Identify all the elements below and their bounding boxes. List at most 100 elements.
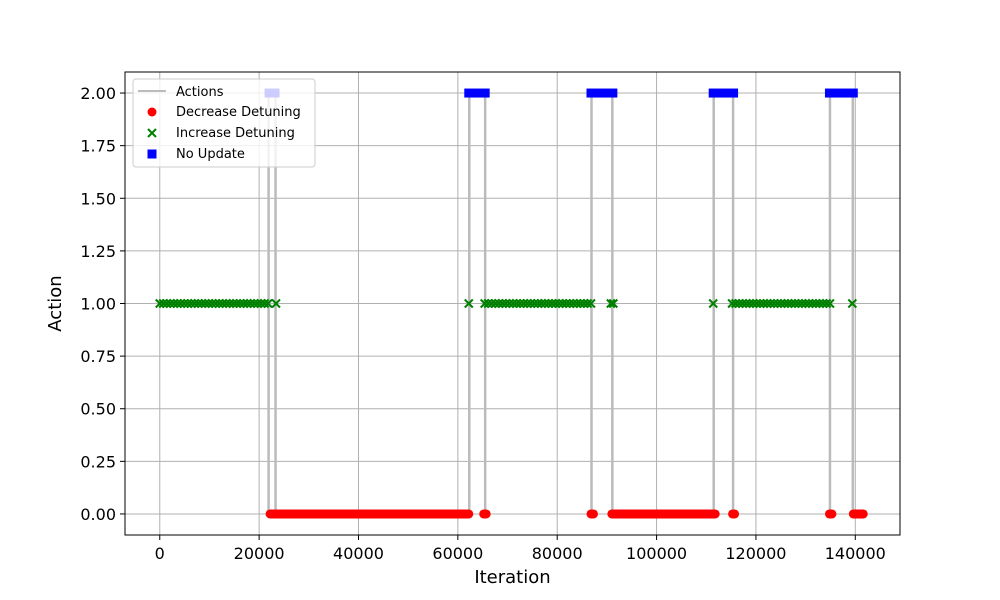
increase-detuning-marker <box>536 298 547 309</box>
increase-detuning-marker <box>479 298 490 309</box>
y-tick-label: 1.75 <box>80 137 116 156</box>
x-tick-label: 40000 <box>333 544 384 563</box>
increase-detuning-marker <box>196 298 207 309</box>
increase-detuning-marker <box>214 298 224 309</box>
marker-run-action-1 <box>606 298 619 309</box>
y-tick-label: 0.50 <box>80 400 116 419</box>
increase-detuning-marker <box>751 298 762 309</box>
increase-detuning-marker <box>242 298 252 309</box>
increase-detuning-marker <box>572 298 582 309</box>
increase-detuning-marker <box>224 298 235 309</box>
marker-run-action-2 <box>586 88 618 98</box>
marker-run-action-1 <box>155 298 273 309</box>
x-tick-label: 20000 <box>234 544 285 563</box>
no-update-run <box>824 88 858 98</box>
increase-detuning-marker <box>734 298 744 309</box>
increase-detuning-marker <box>608 298 619 309</box>
increase-detuning-marker <box>606 298 616 309</box>
data-markers <box>155 88 868 519</box>
increase-detuning-marker <box>554 298 564 309</box>
marker-run-action-1 <box>464 298 474 309</box>
increase-detuning-marker <box>737 298 748 309</box>
increase-detuning-marker <box>155 298 165 309</box>
increase-detuning-marker <box>776 298 786 309</box>
no-update-run <box>464 88 490 98</box>
marker-run-action-1 <box>708 298 718 309</box>
increase-detuning-marker <box>579 298 589 309</box>
increase-detuning-marker <box>200 298 210 309</box>
increase-detuning-marker <box>263 298 273 309</box>
increase-detuning-marker <box>568 298 578 309</box>
marker-run-action-2 <box>464 88 490 98</box>
increase-detuning-marker <box>228 298 238 309</box>
increase-detuning-marker <box>172 298 182 309</box>
increase-detuning-marker <box>203 298 214 309</box>
increase-detuning-marker <box>271 298 281 309</box>
increase-detuning-marker <box>249 298 259 309</box>
increase-detuning-marker <box>814 298 825 309</box>
increase-detuning-marker <box>797 298 807 309</box>
increase-detuning-marker <box>800 298 811 309</box>
increase-detuning-marker <box>483 298 493 309</box>
x-tick-label: 80000 <box>532 544 583 563</box>
legend-label-decrease: Decrease Detuning <box>176 105 301 120</box>
increase-detuning-marker <box>179 298 189 309</box>
increase-detuning-marker <box>533 298 543 309</box>
y-tick-label: 1.50 <box>80 189 116 208</box>
increase-detuning-marker <box>487 298 497 309</box>
y-tick-label: 1.25 <box>80 242 116 261</box>
increase-detuning-marker <box>186 298 196 309</box>
increase-detuning-marker <box>238 298 249 309</box>
increase-detuning-marker <box>210 298 221 309</box>
increase-detuning-marker <box>497 298 508 309</box>
increase-detuning-marker <box>550 298 561 309</box>
increase-detuning-marker <box>176 298 186 309</box>
x-axis-ticks: 0 20000 40000 60000 80000 100000 120000 140000 <box>155 535 886 563</box>
legend-decrease-marker <box>147 107 157 117</box>
increase-detuning-marker <box>811 298 821 309</box>
increase-detuning-marker <box>765 298 776 309</box>
increase-detuning-marker <box>807 298 818 309</box>
increase-detuning-marker <box>165 298 175 309</box>
increase-detuning-marker <box>730 298 741 309</box>
increase-detuning-marker <box>518 298 529 309</box>
increase-detuning-marker <box>207 298 217 309</box>
y-axis-title: Action <box>45 275 66 331</box>
increase-detuning-marker <box>183 298 193 309</box>
increase-detuning-marker <box>804 298 814 309</box>
y-tick-label: 2.00 <box>80 84 116 103</box>
x-tick-label: 140000 <box>825 544 886 563</box>
increase-detuning-marker <box>256 298 266 309</box>
increase-detuning-marker <box>529 298 540 309</box>
increase-detuning-marker <box>786 298 797 309</box>
increase-detuning-marker <box>190 298 200 309</box>
increase-detuning-marker <box>741 298 751 309</box>
legend-noupdate-marker <box>147 149 157 159</box>
increase-detuning-marker <box>543 298 554 309</box>
grid <box>125 72 900 535</box>
increase-detuning-marker <box>511 298 522 309</box>
increase-detuning-marker <box>504 298 515 309</box>
increase-detuning-marker <box>783 298 793 309</box>
legend-box <box>132 78 316 168</box>
increase-detuning-marker <box>501 298 511 309</box>
increase-detuning-marker <box>158 298 168 309</box>
increase-detuning-marker <box>847 298 858 309</box>
marker-run-action-1 <box>847 298 858 309</box>
y-tick-label: 1.00 <box>80 295 116 314</box>
legend-label-noupdate: No Update <box>176 147 245 162</box>
legend-label-actions: Actions <box>176 85 224 100</box>
y-tick-label: 0.25 <box>80 452 116 471</box>
increase-detuning-marker <box>779 298 790 309</box>
y-tick-label: 0.00 <box>80 505 116 524</box>
increase-detuning-marker <box>772 298 783 309</box>
increase-detuning-marker <box>547 298 557 309</box>
marker-run-action-1 <box>479 298 596 309</box>
increase-detuning-marker <box>231 298 242 309</box>
increase-detuning-marker <box>755 298 765 309</box>
increase-detuning-marker <box>259 298 270 309</box>
increase-detuning-marker <box>169 298 179 309</box>
legend-increase-marker <box>147 128 157 138</box>
increase-detuning-marker <box>561 298 571 309</box>
